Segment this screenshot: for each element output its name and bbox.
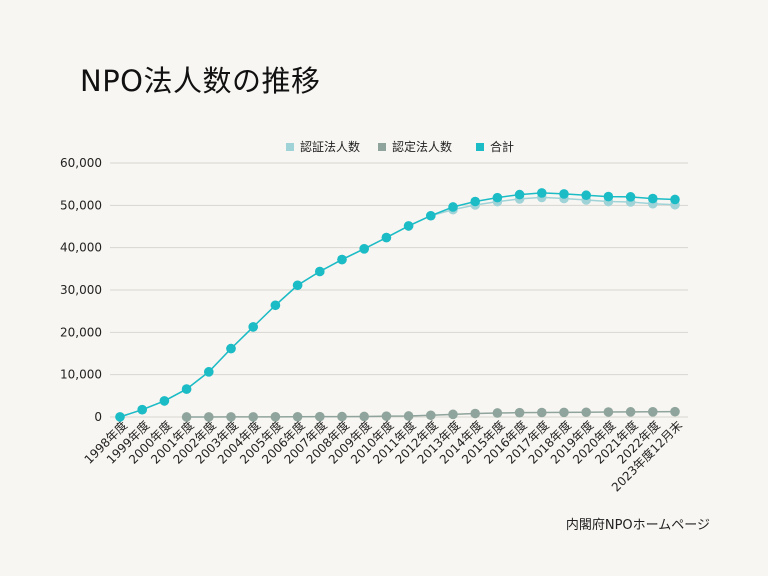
data-point-accredited bbox=[448, 409, 458, 420]
y-tick-label: 40,000 bbox=[60, 241, 102, 255]
data-point-total bbox=[181, 384, 192, 394]
data-point-accredited bbox=[204, 412, 214, 422]
data-point-total bbox=[470, 196, 481, 207]
data-point-total bbox=[492, 192, 503, 203]
y-tick-label: 20,000 bbox=[60, 325, 102, 339]
y-tick-label: 0 bbox=[94, 410, 102, 424]
series-total bbox=[115, 188, 680, 422]
data-point-accredited bbox=[248, 412, 258, 422]
data-point-accredited bbox=[648, 407, 658, 417]
y-tick-label: 60,000 bbox=[60, 156, 102, 170]
data-point-accredited bbox=[181, 412, 192, 422]
legend-label-accredited: 認定法人数 bbox=[392, 139, 452, 154]
data-point-total bbox=[426, 210, 436, 221]
data-point-accredited bbox=[537, 407, 547, 418]
data-point-accredited bbox=[625, 407, 636, 417]
data-point-total bbox=[270, 300, 281, 311]
data-point-accredited bbox=[359, 411, 370, 422]
y-tick-label: 30,000 bbox=[60, 283, 102, 297]
data-point-total bbox=[559, 189, 569, 199]
data-point-accredited bbox=[337, 411, 347, 422]
data-point-total bbox=[648, 193, 658, 204]
data-point-total bbox=[159, 396, 170, 406]
data-point-accredited bbox=[470, 408, 481, 419]
data-point-total bbox=[625, 192, 636, 202]
y-tick-label: 50,000 bbox=[60, 198, 102, 212]
data-point-accredited bbox=[270, 412, 281, 422]
data-point-total bbox=[403, 221, 414, 231]
data-point-accredited bbox=[403, 411, 414, 421]
data-point-total bbox=[315, 266, 325, 277]
series-line-certified bbox=[119, 196, 676, 418]
data-point-total bbox=[115, 412, 125, 422]
legend: 認証法人数 認定法人数 合計 bbox=[286, 139, 514, 154]
data-point-accredited bbox=[581, 407, 591, 418]
series-line-total bbox=[119, 192, 676, 418]
data-point-accredited bbox=[426, 410, 436, 421]
data-point-total bbox=[248, 322, 258, 332]
series-layer bbox=[115, 188, 680, 422]
data-point-total bbox=[581, 190, 591, 201]
legend-swatch-accredited bbox=[378, 143, 386, 151]
data-point-total bbox=[137, 404, 147, 415]
data-point-accredited bbox=[315, 411, 325, 422]
data-point-accredited bbox=[381, 411, 392, 421]
source-note: 内閣府NPOホームページ bbox=[565, 518, 710, 533]
data-point-accredited bbox=[292, 411, 303, 422]
data-point-total bbox=[381, 232, 392, 243]
data-point-total bbox=[670, 194, 680, 205]
legend-label-certified: 認証法人数 bbox=[300, 139, 360, 154]
y-axis-ticks: 0 10,000 20,000 30,000 40,000 50,000 60,000 bbox=[60, 156, 102, 424]
series-accredited bbox=[181, 406, 680, 422]
x-axis-ticks: 1998年度1999年度2000年度2001年度2002年度2003年度2004… bbox=[81, 418, 685, 495]
legend-label-total: 合計 bbox=[490, 139, 514, 154]
data-point-total bbox=[537, 188, 547, 198]
data-point-total bbox=[226, 343, 236, 354]
data-point-total bbox=[359, 244, 370, 254]
chart-title: NPO法人数の推移 bbox=[80, 64, 321, 98]
data-point-total bbox=[337, 254, 347, 265]
data-point-accredited bbox=[492, 408, 503, 418]
series-certified bbox=[115, 192, 680, 422]
y-tick-label: 10,000 bbox=[60, 368, 102, 382]
data-point-total bbox=[603, 191, 614, 202]
data-point-total bbox=[204, 367, 214, 377]
legend-swatch-total bbox=[476, 143, 484, 151]
legend-swatch-certified bbox=[286, 143, 294, 151]
data-point-total bbox=[448, 202, 458, 212]
data-point-accredited bbox=[603, 407, 614, 417]
data-point-total bbox=[514, 189, 525, 200]
data-point-accredited bbox=[670, 406, 680, 417]
data-point-accredited bbox=[514, 407, 525, 418]
data-point-total bbox=[292, 280, 303, 291]
data-point-accredited bbox=[559, 407, 569, 418]
data-point-accredited bbox=[226, 412, 236, 422]
